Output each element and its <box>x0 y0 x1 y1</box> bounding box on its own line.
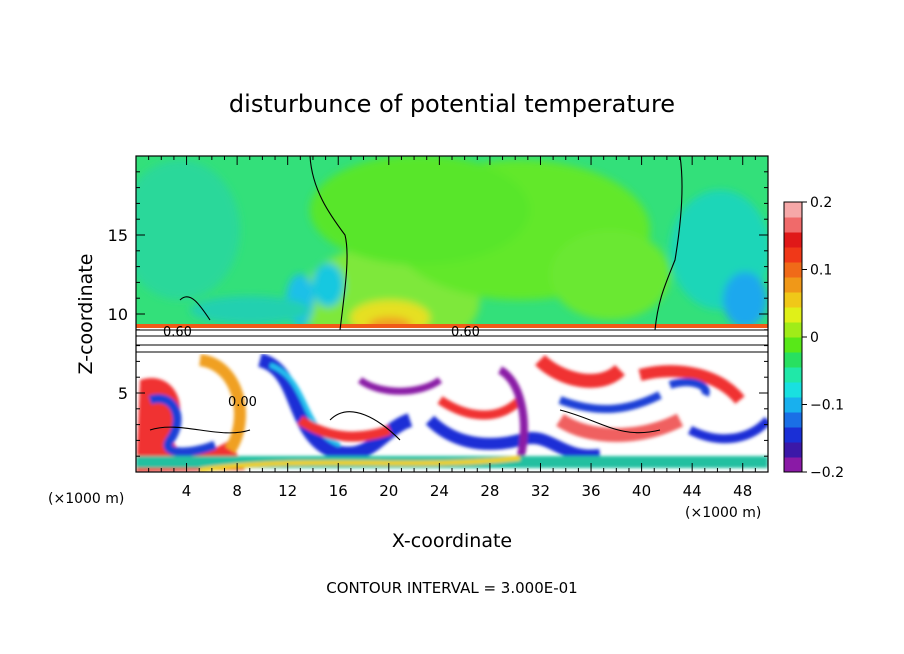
colorbar-swatch <box>784 277 802 293</box>
colorbar-swatch <box>784 397 802 413</box>
colorbar-swatch <box>784 247 802 263</box>
x-axis-label: X-coordinate <box>392 530 512 552</box>
x-tick-label: 4 <box>182 482 192 500</box>
colorbar-swatch <box>784 217 802 233</box>
colorbar-swatch <box>784 322 802 338</box>
x-tick-label: 36 <box>581 482 600 500</box>
x-tick-label: 12 <box>278 482 297 500</box>
colorbar-swatch <box>784 202 802 218</box>
x-tick-label: 24 <box>430 482 449 500</box>
colorbar-swatch <box>784 382 802 398</box>
colorbar-tick-label: 0 <box>810 330 819 346</box>
x-tick-label: 40 <box>632 482 651 500</box>
x-tick-label: 16 <box>329 482 348 500</box>
x-tick-label: 28 <box>480 482 499 500</box>
heatmap-field: 0.60 0.60 0.00 <box>136 156 768 472</box>
y-axis: 5 10 15 <box>108 171 768 457</box>
contour-label-2: 0.00 <box>228 395 257 410</box>
y-tick-label: 10 <box>108 305 128 324</box>
colorbar-swatch <box>784 457 802 473</box>
colorbar: 0.2 0.1 0 −0.1 −0.2 <box>783 195 844 481</box>
colorbar-tick-label: −0.1 <box>810 398 844 414</box>
y-tick-label: 15 <box>108 226 128 245</box>
contour-label-1: 0.60 <box>451 325 480 340</box>
x-tick-label: 48 <box>733 482 752 500</box>
colorbar-swatch <box>784 427 802 443</box>
colorbar-swatch <box>784 412 802 428</box>
x-tick-label: 8 <box>232 482 242 500</box>
contour-interval-note: CONTOUR INTERVAL = 3.000E-01 <box>326 579 577 597</box>
colorbar-swatch <box>784 307 802 323</box>
colorbar-tick-label: −0.2 <box>810 465 844 481</box>
x-unit-right: (×1000 m) <box>685 505 761 521</box>
colorbar-tick-label: 0.1 <box>810 263 832 279</box>
y-tick-label: 5 <box>118 384 128 403</box>
colorbar-swatch <box>784 292 802 308</box>
colorbar-swatch <box>784 232 802 248</box>
y-axis-label: Z-coordinate <box>75 254 97 375</box>
colorbar-swatch <box>784 352 802 368</box>
colorbar-tick-label: 0.2 <box>810 195 832 211</box>
x-unit-left: (×1000 m) <box>48 491 124 507</box>
colorbar-swatch <box>784 337 802 353</box>
x-tick-label: 44 <box>683 482 702 500</box>
x-tick-label: 32 <box>531 482 550 500</box>
colorbar-swatch <box>784 367 802 383</box>
colorbar-swatch <box>784 262 802 278</box>
x-tick-label: 20 <box>379 482 398 500</box>
chart-title: disturbunce of potential temperature <box>229 90 675 118</box>
x-axis: 4 8 12 16 20 24 28 32 36 40 44 48 <box>148 156 756 500</box>
contour-label-0: 0.60 <box>163 325 192 340</box>
colorbar-swatch <box>784 442 802 458</box>
